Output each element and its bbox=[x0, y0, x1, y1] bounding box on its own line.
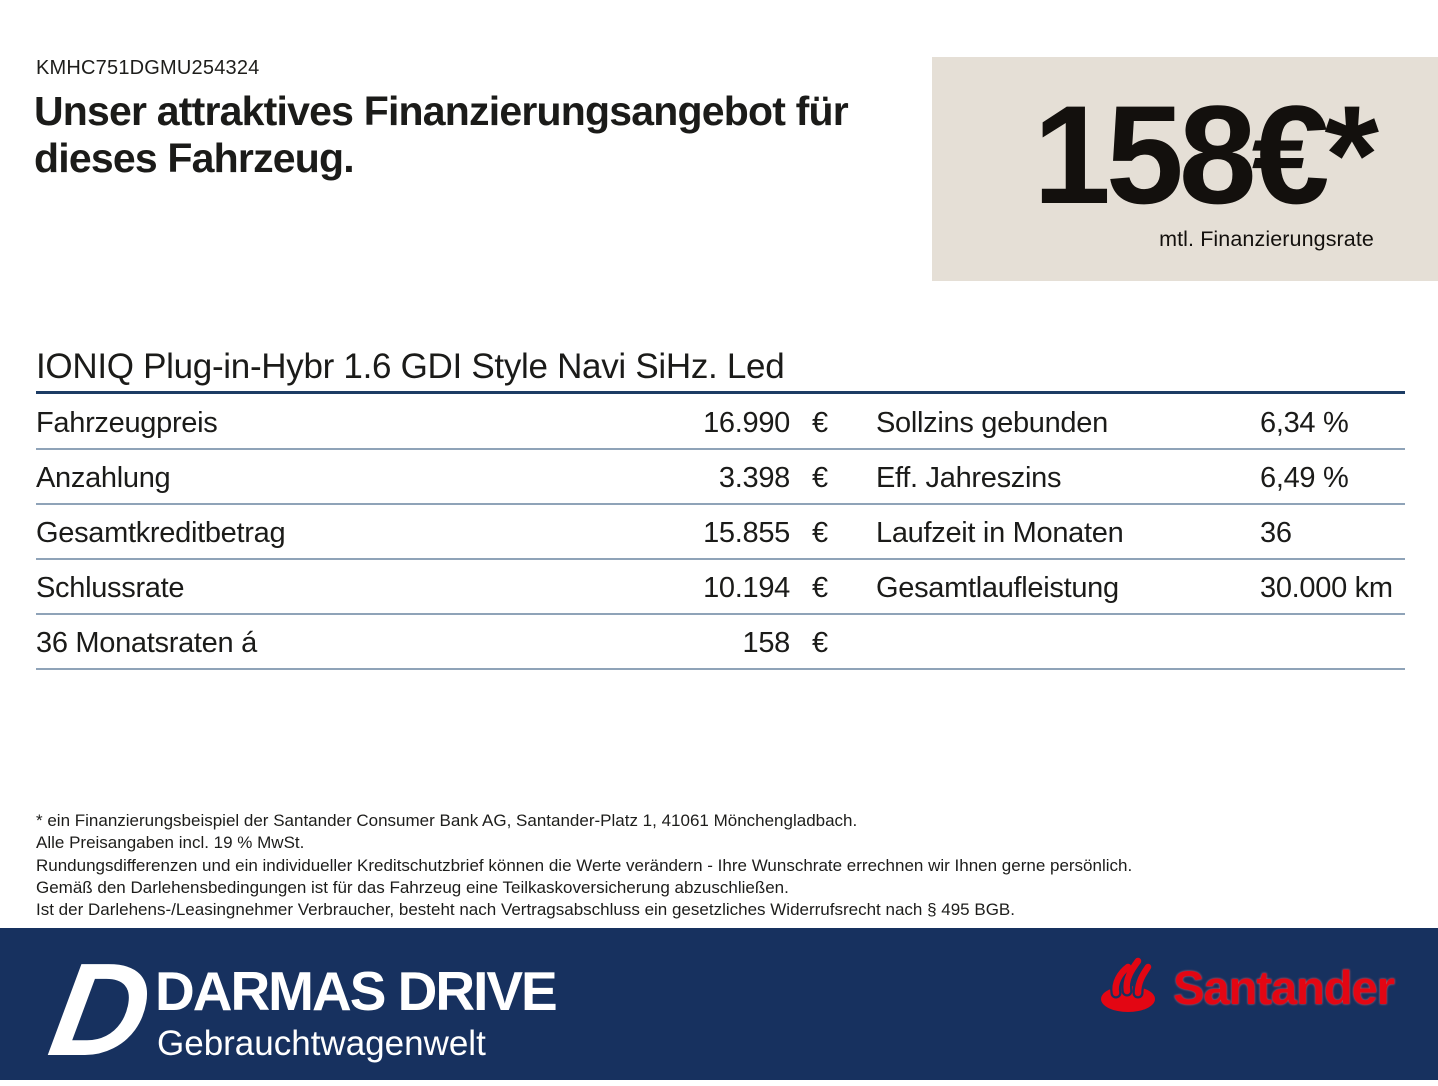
disclaimer-line: Gemäß den Darlehensbedingungen ist für d… bbox=[36, 877, 789, 897]
vin-number: KMHC751DGMU254324 bbox=[36, 57, 260, 79]
euro-sign: € bbox=[812, 572, 828, 604]
finance-table-row: Gesamtkreditbetrag 15.855 € Laufzeit in … bbox=[36, 505, 1405, 560]
santander-logo: Santander bbox=[1099, 955, 1395, 1019]
finance-right-label: Eff. Jahreszins bbox=[876, 462, 1062, 494]
finance-left-value: 10.194 bbox=[703, 572, 790, 604]
monthly-rate-box: 158€* mtl. Finanzierungsrate bbox=[932, 57, 1438, 281]
finance-right-value: 30.000 km bbox=[1260, 572, 1393, 604]
santander-wordmark: Santander bbox=[1173, 961, 1395, 1014]
vehicle-title: IONIQ Plug-in-Hybr 1.6 GDI Style Navi Si… bbox=[36, 348, 1405, 394]
euro-sign: € bbox=[812, 627, 828, 659]
finance-right-label: Sollzins gebunden bbox=[876, 407, 1108, 439]
euro-sign: € bbox=[812, 517, 828, 549]
disclaimer-line: Ist der Darlehens-/Leasingnehmer Verbrau… bbox=[36, 900, 1015, 920]
dealer-name: DARMAS DRIVE bbox=[155, 960, 558, 1022]
dealer-subtitle: Gebrauchtwagenwelt bbox=[157, 1024, 486, 1063]
offer-headline: Unser attraktives Finanzierungsangebot f… bbox=[34, 88, 849, 181]
finance-left-value: 158 bbox=[742, 627, 791, 659]
finance-right-label: Gesamtlaufleistung bbox=[876, 572, 1119, 604]
finance-left-value: 16.990 bbox=[703, 407, 790, 439]
finance-left-label: Gesamtkreditbetrag bbox=[36, 517, 286, 549]
finance-table-row: Schlussrate 10.194 € Gesamtlaufleistung … bbox=[36, 560, 1405, 615]
finance-left-label: Anzahlung bbox=[36, 462, 171, 494]
finance-table: Fahrzeugpreis 16.990 € Sollzins gebunden… bbox=[36, 395, 1405, 670]
finance-left-value: 3.398 bbox=[718, 462, 790, 494]
footer-bar: D DARMAS DRIVE Gebrauchtwagenwelt bbox=[0, 928, 1438, 1083]
finance-table-row: Fahrzeugpreis 16.990 € Sollzins gebunden… bbox=[36, 395, 1405, 450]
finance-left-label: Schlussrate bbox=[36, 572, 185, 604]
disclaimer: * ein Finanzierungsbeispiel der Santande… bbox=[36, 810, 1416, 921]
finance-right-value: 36 bbox=[1260, 517, 1292, 549]
finance-table-row: Anzahlung 3.398 € Eff. Jahreszins 6,49 % bbox=[36, 450, 1405, 505]
finance-left-label: 36 Monatsraten á bbox=[36, 627, 257, 659]
disclaimer-line: Alle Preisangaben incl. 19 % MwSt. bbox=[36, 833, 305, 853]
finance-table-row: 36 Monatsraten á 158 € bbox=[36, 615, 1405, 670]
darmas-d-logo: D bbox=[40, 936, 162, 1083]
monthly-rate-amount: 158€* bbox=[1033, 76, 1379, 233]
finance-left-label: Fahrzeugpreis bbox=[36, 407, 218, 439]
disclaimer-line: Rundungsdifferenzen und ein individuelle… bbox=[36, 855, 1133, 875]
finance-right-value: 6,34 % bbox=[1260, 407, 1349, 439]
finance-right-label: Laufzeit in Monaten bbox=[876, 517, 1124, 549]
euro-sign: € bbox=[812, 462, 828, 494]
monthly-rate-caption: mtl. Finanzierungsrate bbox=[1159, 227, 1374, 251]
santander-flame-icon bbox=[1099, 955, 1163, 1019]
euro-sign: € bbox=[812, 407, 828, 439]
disclaimer-line: * ein Finanzierungsbeispiel der Santande… bbox=[36, 811, 858, 830]
finance-left-value: 15.855 bbox=[703, 517, 790, 549]
finance-right-value: 6,49 % bbox=[1260, 462, 1349, 494]
